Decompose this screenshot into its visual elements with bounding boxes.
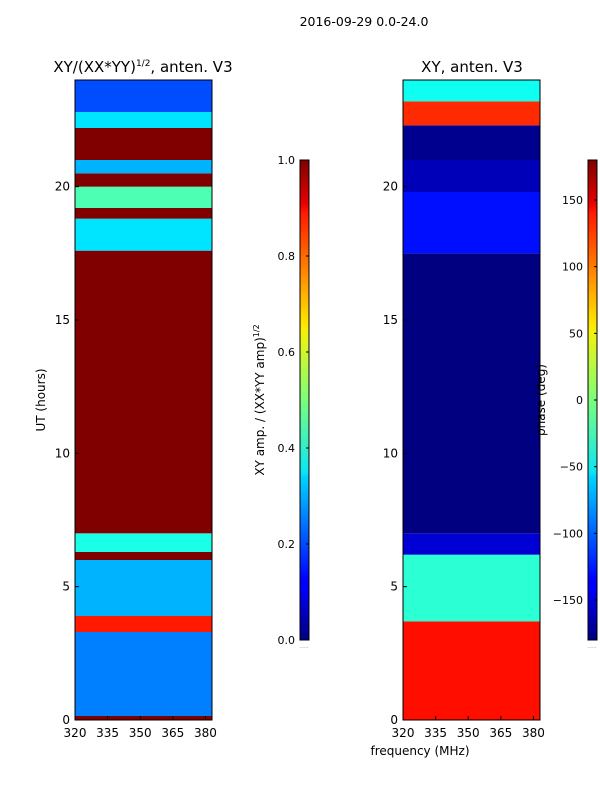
amplitude-ytick-label-1: 5 bbox=[62, 580, 70, 594]
phase-xtick-label-1: 335 bbox=[424, 726, 447, 740]
amplitude-cbar-tick-label-0: 0.0 bbox=[278, 634, 296, 647]
phase-panel: XY, anten. V3 320 335 350 365 380 0 5 10 15 20 bbox=[383, 58, 545, 740]
amplitude-xtick-label-4: 380 bbox=[194, 726, 217, 740]
amplitude-cbar-tick-label-2: 0.4 bbox=[278, 442, 296, 455]
phase-xtick-label-4: 380 bbox=[522, 726, 545, 740]
phase-region-2 bbox=[403, 533, 540, 555]
colorbar-offset-dots: ...... bbox=[299, 644, 309, 650]
amplitude-colorbar: 0.0 0.2 0.4 0.6 0.8 1.0 XY amp. / (XX*YY amp)… bbox=[252, 154, 310, 650]
amplitude-region-11 bbox=[75, 160, 212, 174]
amplitude-ylabel: UT (hours) bbox=[34, 368, 48, 431]
colorbar-offset-dots: ...... bbox=[587, 644, 597, 650]
phase-cbar-tick-label-3: 0 bbox=[576, 394, 583, 407]
phase-cbar-tick-label-1: −100 bbox=[553, 527, 583, 540]
amplitude-region-12 bbox=[75, 128, 212, 160]
phase-cbar-tick-label-0: −150 bbox=[553, 594, 583, 607]
amplitude-cbar-tick-label-5: 1.0 bbox=[278, 154, 296, 167]
amplitude-ytick-label-3: 15 bbox=[55, 313, 70, 327]
amplitude-plot-frame bbox=[74, 79, 213, 721]
phase-region-1 bbox=[403, 554, 540, 622]
amplitude-region-14 bbox=[75, 80, 212, 112]
amplitude-region-1 bbox=[75, 632, 212, 716]
amplitude-panel: XY/(XX*YY)1/2, anten. V3 320 335 350 365 380… bbox=[34, 58, 233, 740]
amplitude-ytick-label-4: 20 bbox=[55, 180, 70, 194]
amplitude-cbar-tick-label-3: 0.6 bbox=[278, 346, 296, 359]
phase-xtick-label-0: 320 bbox=[392, 726, 415, 740]
amplitude-xtick-label-1: 335 bbox=[96, 726, 119, 740]
amplitude-region-2 bbox=[75, 616, 212, 632]
phase-region-8 bbox=[403, 80, 540, 102]
phase-ytick-label-2: 10 bbox=[383, 446, 398, 460]
phase-region-7 bbox=[403, 101, 540, 126]
amplitude-region-4 bbox=[75, 552, 212, 560]
phase-colorbar-ticks: −150 −100 −50 0 50 100 150 bbox=[553, 194, 597, 607]
shared-xlabel: frequency (MHz) bbox=[370, 744, 469, 758]
amplitude-colorbar-label: XY amp. / (XX*YY amp)1/2 bbox=[252, 324, 267, 475]
phase-ytick-label-0: 0 bbox=[390, 713, 398, 727]
amplitude-region-0 bbox=[75, 716, 212, 720]
amplitude-xtick-label-2: 350 bbox=[129, 726, 152, 740]
amplitude-region-8 bbox=[75, 208, 212, 219]
phase-region-6 bbox=[403, 125, 540, 160]
phase-region-4 bbox=[403, 192, 540, 254]
phase-ytick-label-4: 20 bbox=[383, 180, 398, 194]
amplitude-ytick-label-0: 0 bbox=[62, 713, 70, 727]
phase-heatmap bbox=[403, 80, 540, 720]
amplitude-region-10 bbox=[75, 173, 212, 187]
phase-colorbar: −150 −100 −50 0 50 100 150 phase (deg) ...... bbox=[534, 159, 598, 650]
amplitude-region-6 bbox=[75, 250, 212, 534]
phase-ytick-label-1: 5 bbox=[390, 580, 398, 594]
phase-cbar-tick-label-4: 50 bbox=[569, 327, 583, 340]
amplitude-cbar-tick-label-1: 0.2 bbox=[278, 538, 296, 551]
phase-ytick-label-3: 15 bbox=[383, 313, 398, 327]
amplitude-region-13 bbox=[75, 112, 212, 128]
phase-region-5 bbox=[403, 160, 540, 192]
phase-plot-frame bbox=[402, 79, 541, 721]
phase-cbar-tick-label-2: −50 bbox=[560, 461, 583, 474]
figure-suptitle: 2016-09-29 0.0-24.0 bbox=[300, 14, 429, 29]
amplitude-panel-title: XY/(XX*YY)1/2, anten. V3 bbox=[53, 58, 232, 76]
amplitude-xtick-label-0: 320 bbox=[64, 726, 87, 740]
phase-xtick-label-2: 350 bbox=[457, 726, 480, 740]
amplitude-region-9 bbox=[75, 186, 212, 208]
amplitude-xtick-label-3: 365 bbox=[161, 726, 184, 740]
amplitude-region-5 bbox=[75, 533, 212, 552]
amplitude-colorbar-gradient bbox=[299, 159, 310, 641]
phase-region-0 bbox=[403, 621, 540, 720]
amplitude-heatmap bbox=[75, 80, 212, 720]
phase-cbar-tick-label-5: 100 bbox=[562, 261, 583, 274]
phase-xtick-label-3: 365 bbox=[489, 726, 512, 740]
amplitude-ytick-label-2: 10 bbox=[55, 446, 70, 460]
amplitude-cbar-tick-label-4: 0.8 bbox=[278, 250, 296, 263]
phase-cbar-tick-label-6: 150 bbox=[562, 194, 583, 207]
amplitude-region-3 bbox=[75, 560, 212, 616]
phase-axes: 320 335 350 365 380 0 5 10 15 20 bbox=[383, 180, 545, 740]
phase-colorbar-label: phase (deg) bbox=[534, 364, 548, 436]
phase-region-3 bbox=[403, 253, 540, 534]
amplitude-colorbar-ticks: 0.0 0.2 0.4 0.6 0.8 1.0 bbox=[278, 154, 309, 647]
phase-panel-title: XY, anten. V3 bbox=[421, 58, 523, 76]
amplitude-region-7 bbox=[75, 218, 212, 251]
amplitude-axes: 320 335 350 365 380 0 5 10 15 20 bbox=[55, 180, 217, 740]
